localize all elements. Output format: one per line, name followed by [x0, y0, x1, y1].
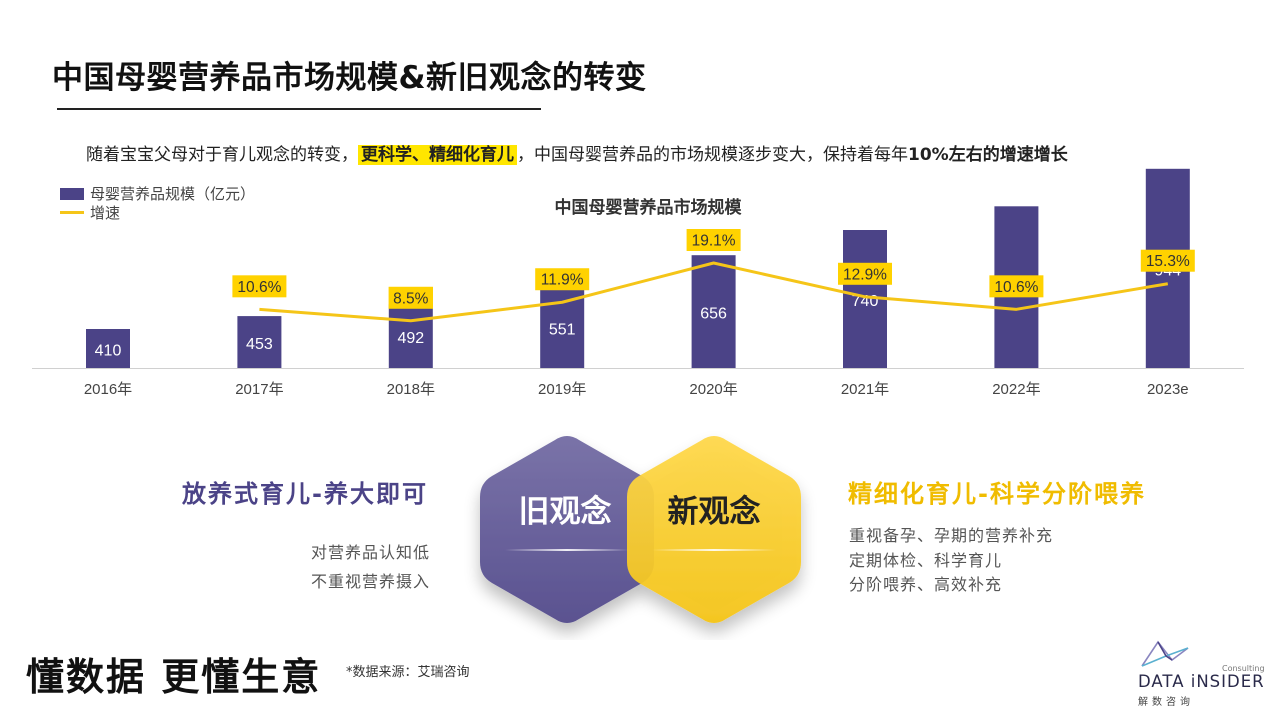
- data-source-note: *数据来源：艾瑞咨询: [346, 665, 470, 680]
- growth-label-box: [388, 286, 433, 309]
- new-concept-heading: 精细化育儿-科学分阶喂养: [848, 480, 1146, 508]
- legend-item-line: 增速: [60, 203, 255, 222]
- bar: [237, 316, 282, 368]
- bar-value-label: 551: [549, 321, 576, 338]
- old-concept-hexagon: [480, 436, 654, 623]
- growth-label-box: [686, 229, 741, 251]
- brand-slogan: 懂数据 更懂生意: [26, 655, 322, 699]
- old-concept-label: 旧观念: [519, 494, 612, 530]
- logo-cn-name: 解数咨询: [1138, 697, 1194, 708]
- new-concept-label: 新观念: [668, 494, 761, 530]
- chart-title: 中国母婴营养品市场规模: [554, 198, 742, 218]
- new-concept-point: 定期体检、科学育儿: [849, 550, 1003, 570]
- logo-consulting: Consulting: [1222, 664, 1265, 673]
- subtitle-bold: 10%左右的增速增长: [908, 145, 1068, 165]
- concept-hexagons: 旧观念 新观念: [480, 436, 801, 623]
- new-concept-point: 重视备孕、孕期的营养补充: [849, 526, 1054, 545]
- subtitle: 随着宝宝父母对于育儿观念的转变， 更科学、精细化育儿 ，中国母婴营养品的市场规模逐步…: [86, 140, 1068, 165]
- new-concept-underline: [652, 549, 776, 551]
- bar: [86, 329, 130, 368]
- page-title: 中国母婴营养品市场规模&新旧观念的转变: [52, 60, 647, 96]
- bar-value-label: 410: [95, 343, 122, 360]
- old-concept-underline: [505, 549, 629, 551]
- legend-bar-label: 母婴营养品规模（亿元）: [90, 185, 256, 203]
- bar-value-label: 656: [700, 306, 727, 323]
- old-concept-points: 对营养品认知低 不重视营养摄入: [311, 538, 430, 596]
- legend-line-swatch: [60, 211, 84, 214]
- logo-wordmark: DATA iNSIDER: [1138, 672, 1265, 691]
- growth-label: 10.6%: [237, 279, 281, 296]
- growth-line: [259, 261, 1169, 323]
- x-tick-label: 2022年: [992, 381, 1040, 398]
- x-tick-label: 2017年: [235, 381, 283, 398]
- x-tick-label: 2019年: [538, 381, 586, 398]
- x-tick-label: 2021年: [841, 381, 889, 398]
- old-concept-heading: 放养式育儿-养大即可: [182, 480, 428, 508]
- x-tick-label: 2016年: [84, 381, 132, 398]
- bar: [540, 286, 585, 368]
- growth-label: 12.9%: [843, 266, 887, 283]
- growth-label: 8.5%: [393, 290, 429, 307]
- legend-item-bar: 母婴营养品规模（亿元）: [60, 184, 255, 203]
- bar: [691, 255, 736, 368]
- new-concept-hexagon: [627, 436, 801, 623]
- subtitle-part1: 随着宝宝父母对于育儿观念的转变，: [86, 145, 358, 165]
- subtitle-highlight: 更科学、精细化育儿: [358, 145, 517, 165]
- x-tick-label: 2023e: [1147, 381, 1189, 398]
- growth-label-box: [1140, 249, 1195, 272]
- new-concept-point: 分阶喂养、高效补充: [849, 575, 1003, 594]
- old-concept-point: 对营养品认知低: [310, 543, 430, 562]
- data-insider-logo-icon: [1141, 640, 1189, 667]
- growth-label: 15.3%: [1146, 253, 1190, 270]
- title-underline: [57, 108, 541, 110]
- growth-label-box: [535, 268, 590, 291]
- x-tick-label: 2018年: [387, 381, 435, 398]
- new-concept-points: 重视备孕、孕期的营养补充 定期体检、科学育儿 分阶喂养、高效补充: [849, 524, 1053, 598]
- x-tick-label: 2020年: [689, 381, 737, 398]
- subtitle-part2: ，中国母婴营养品的市场规模逐步变大，保持着每年: [517, 145, 908, 165]
- growth-label: 19.1%: [692, 233, 736, 250]
- growth-label-box: [989, 275, 1044, 298]
- old-concept-point: 不重视营养摄入: [310, 572, 430, 591]
- growth-label: 10.6%: [994, 279, 1038, 296]
- growth-label-box: [232, 275, 287, 298]
- growth-label: 11.9%: [541, 272, 584, 289]
- bar-value-label: 492: [397, 330, 424, 347]
- chart-title-wrap: 中国母婴营养品市场规模: [0, 193, 1280, 218]
- market-size-chart: 410 2016年 453 2017年 492 2018年 551 2019年 656 2020年…: [32, 168, 1244, 398]
- bar: [388, 304, 433, 368]
- chart-legend: 母婴营养品规模（亿元） 增速: [60, 184, 255, 222]
- growth-label-box: [838, 262, 892, 285]
- bar-value-label: 453: [246, 336, 273, 353]
- legend-bar-swatch: [60, 187, 84, 200]
- legend-line-label: 增速: [90, 204, 121, 222]
